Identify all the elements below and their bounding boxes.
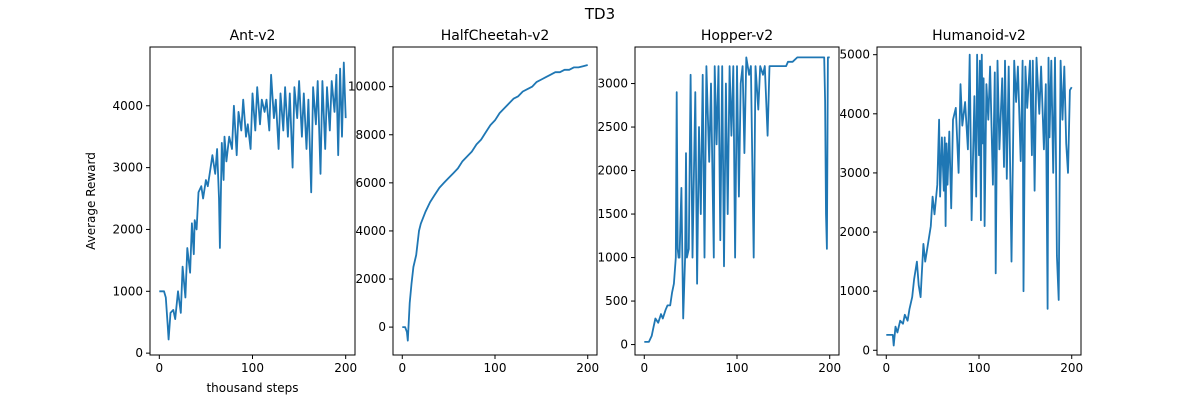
x-tick-label: 100 [968, 361, 991, 375]
y-axis-label: Average Reward [84, 152, 98, 250]
x-tick-label: 0 [882, 361, 890, 375]
y-tick-label: 0 [862, 343, 870, 357]
reward-line [644, 56, 830, 343]
x-tick-label: 200 [334, 361, 357, 375]
y-tick-label: 2500 [597, 120, 628, 134]
panel-halfcheetah-v2: 0 100 2000200040006000800010000HalfCheetah… [348, 28, 599, 375]
y-tick-label: 5000 [839, 48, 870, 62]
x-tick-label: 100 [484, 361, 507, 375]
y-tick-label: 4000 [839, 107, 870, 121]
panel-title-hopper-v2: Hopper-v2 [701, 28, 773, 44]
x-tick-label: 200 [1060, 361, 1083, 375]
y-tick-label: 3000 [112, 161, 143, 175]
y-tick-label: 3000 [597, 77, 628, 91]
x-tick-label: 0 [640, 361, 648, 375]
y-tick-label: 2000 [112, 222, 143, 236]
y-tick-label: 6000 [355, 176, 386, 190]
axes-frame [392, 46, 598, 356]
y-tick-label: 0 [620, 338, 628, 352]
y-tick-label: 4000 [112, 99, 143, 113]
y-tick-label: 0 [135, 346, 143, 360]
y-tick-label: 1000 [597, 251, 628, 265]
y-tick-label: 0 [378, 320, 386, 334]
y-tick-label: 2000 [355, 272, 386, 286]
panel-title-halfcheetah-v2: HalfCheetah-v2 [441, 28, 550, 44]
figure-suptitle: TD3 [584, 5, 615, 23]
panel-title-humanoid-v2: Humanoid-v2 [932, 28, 1026, 44]
x-tick-label: 200 [576, 361, 599, 375]
x-tick-label: 0 [155, 361, 163, 375]
y-tick-label: 2000 [597, 164, 628, 178]
y-tick-label: 3000 [839, 166, 870, 180]
y-tick-label: 2000 [839, 225, 870, 239]
x-tick-label: 0 [398, 361, 406, 375]
reward-line [402, 64, 588, 342]
y-tick-label: 8000 [355, 128, 386, 142]
y-tick-label: 4000 [355, 224, 386, 238]
x-axis-label: thousand steps [206, 381, 298, 395]
y-tick-label: 1500 [597, 207, 628, 221]
y-tick-label: 500 [605, 294, 628, 308]
x-tick-label: 100 [726, 361, 749, 375]
panel-title-ant-v2: Ant-v2 [230, 28, 276, 44]
y-tick-label: 1000 [839, 284, 870, 298]
x-tick-label: 200 [818, 361, 841, 375]
y-tick-label: 10000 [348, 80, 386, 94]
x-tick-label: 100 [241, 361, 264, 375]
reward-line [159, 61, 347, 341]
reward-line [886, 53, 1073, 347]
y-tick-label: 1000 [112, 284, 143, 298]
